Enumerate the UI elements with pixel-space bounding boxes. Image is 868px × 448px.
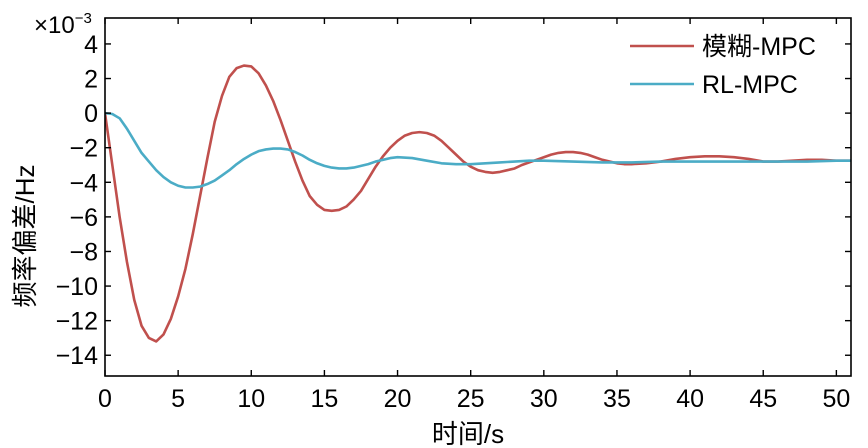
y-tick-label: 4 bbox=[84, 31, 98, 59]
x-tick-label: 40 bbox=[676, 385, 704, 413]
y-tick-label: −8 bbox=[69, 238, 98, 266]
y-axis-multiplier: ×10−3 bbox=[34, 10, 92, 39]
y-multiplier-base: ×10 bbox=[34, 12, 75, 39]
y-tick-label: −12 bbox=[56, 308, 98, 336]
x-axis-label: 时间/s bbox=[432, 419, 504, 448]
legend-label: 模糊-MPC bbox=[702, 33, 816, 61]
plot-area: 0 5 10 15 20 25 30 35 40 45 50420−2−4−6−8−10−12−14… bbox=[56, 17, 852, 413]
y-tick-label: −4 bbox=[69, 169, 98, 197]
x-tick-label: 5 bbox=[171, 385, 185, 413]
x-tick-label: 10 bbox=[237, 385, 265, 413]
x-tick-label: 15 bbox=[311, 385, 339, 413]
y-tick-label: −14 bbox=[56, 342, 99, 370]
x-tick-label: 0 bbox=[98, 385, 112, 413]
x-tick-label: 50 bbox=[822, 385, 850, 413]
y-tick-label: −2 bbox=[69, 135, 98, 163]
y-tick-label: 0 bbox=[84, 100, 98, 128]
x-tick-label: 35 bbox=[603, 385, 631, 413]
y-axis-label: 频率偏差/Hz bbox=[10, 164, 40, 307]
y-multiplier-exponent: −3 bbox=[75, 10, 92, 27]
y-tick-label: 2 bbox=[84, 66, 98, 94]
series-line-fuzzy-mpc bbox=[105, 64, 851, 343]
x-tick-label: 25 bbox=[457, 385, 485, 413]
y-tick-label: −6 bbox=[69, 204, 98, 232]
x-tick-label: 20 bbox=[384, 385, 412, 413]
series-line-rl-mpc bbox=[105, 111, 851, 189]
x-tick-label: 45 bbox=[749, 385, 777, 413]
legend: 模糊-MPC RL-MPC bbox=[630, 33, 816, 99]
legend-label: RL-MPC bbox=[702, 71, 798, 99]
x-tick-label: 30 bbox=[530, 385, 558, 413]
axes-frame bbox=[104, 17, 852, 377]
y-tick-label: −10 bbox=[56, 273, 98, 301]
